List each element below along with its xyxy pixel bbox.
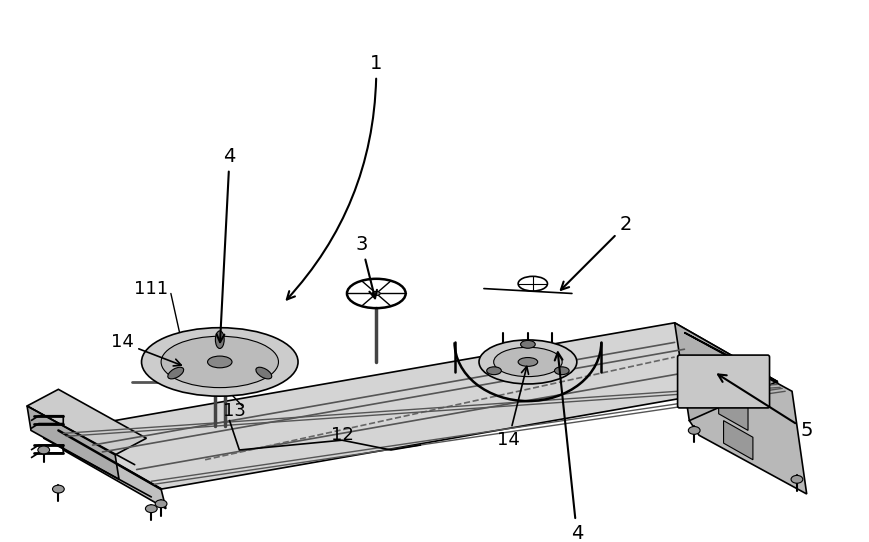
Text: 1: 1 — [287, 54, 382, 300]
Ellipse shape — [52, 485, 64, 493]
Polygon shape — [27, 406, 119, 479]
Polygon shape — [724, 421, 753, 460]
Text: 13: 13 — [223, 402, 246, 420]
Text: 14: 14 — [110, 333, 182, 366]
Ellipse shape — [479, 340, 577, 384]
Ellipse shape — [142, 328, 298, 396]
FancyBboxPatch shape — [678, 355, 770, 408]
Polygon shape — [58, 430, 166, 509]
Ellipse shape — [373, 292, 381, 295]
Ellipse shape — [494, 347, 562, 377]
Text: 5: 5 — [718, 375, 813, 440]
Ellipse shape — [156, 500, 167, 508]
Text: 3: 3 — [355, 235, 377, 298]
Text: 14: 14 — [497, 366, 528, 449]
Ellipse shape — [518, 358, 538, 366]
Ellipse shape — [145, 505, 157, 513]
Polygon shape — [27, 389, 146, 455]
Ellipse shape — [255, 367, 272, 379]
Polygon shape — [58, 323, 778, 489]
Ellipse shape — [208, 356, 232, 368]
Polygon shape — [674, 323, 792, 479]
Text: 4: 4 — [216, 147, 235, 342]
Polygon shape — [719, 391, 748, 430]
Ellipse shape — [554, 367, 569, 375]
Text: 2: 2 — [561, 216, 632, 290]
Text: 111: 111 — [134, 280, 169, 298]
Ellipse shape — [487, 367, 501, 375]
Polygon shape — [713, 362, 743, 401]
Ellipse shape — [791, 475, 803, 483]
Ellipse shape — [216, 331, 224, 349]
Ellipse shape — [168, 367, 183, 379]
Ellipse shape — [521, 340, 535, 349]
Text: 4: 4 — [554, 352, 583, 542]
Ellipse shape — [688, 427, 700, 434]
Polygon shape — [685, 333, 806, 494]
Ellipse shape — [161, 336, 278, 388]
Text: 12: 12 — [330, 427, 354, 444]
Ellipse shape — [38, 446, 50, 454]
